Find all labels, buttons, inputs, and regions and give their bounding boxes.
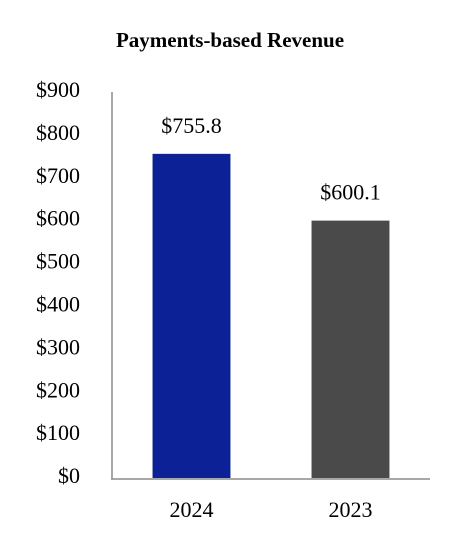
y-tick-label: $800 [36,120,80,145]
y-tick-label: $400 [36,291,80,316]
y-tick-label: $600 [36,206,80,231]
chart-title: Payments-based Revenue [116,28,344,52]
bar [311,220,390,478]
y-tick-label: $0 [58,463,80,488]
y-tick-label: $300 [36,334,80,359]
value-label: $600.1 [320,180,381,205]
y-tick-label: $900 [36,77,80,102]
y-tick-label: $100 [36,420,80,445]
bar [152,153,231,479]
x-tick-label: 2023 [329,497,373,522]
y-tick-label: $500 [36,249,80,274]
y-tick-label: $200 [36,377,80,402]
value-label: $755.8 [161,113,222,138]
y-tick-label: $700 [36,163,80,188]
x-tick-label: 2024 [170,497,214,522]
